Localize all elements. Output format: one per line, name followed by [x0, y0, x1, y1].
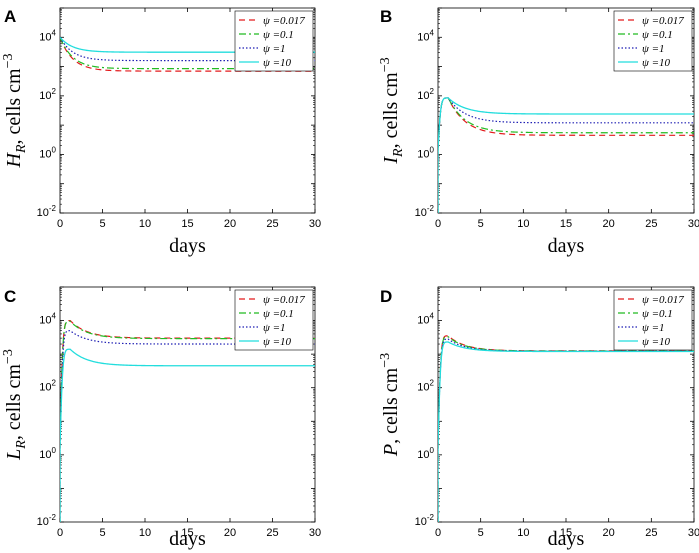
x-tick-label: 25: [645, 218, 657, 230]
series-line-1: [60, 320, 315, 522]
panel-letter: C: [4, 287, 16, 306]
series-line-2: [438, 97, 694, 213]
y-tick-label: 100: [39, 446, 56, 461]
x-axis-label: days: [548, 528, 585, 550]
series-line-0: [60, 37, 315, 72]
y-tick-label: 100: [417, 446, 434, 461]
legend-entry: ψ =0.017: [263, 294, 305, 306]
panel-letter: B: [380, 7, 392, 26]
x-tick-label: 10: [517, 527, 529, 539]
legend: ψ =0.017 ψ =0.1 ψ =1 ψ =10: [234, 289, 314, 351]
x-tick-label: 15: [560, 218, 572, 230]
series-line-0: [438, 97, 694, 213]
y-tick-label: 100: [417, 145, 434, 160]
x-tick-label: 30: [309, 527, 321, 539]
legend-box: [234, 10, 314, 72]
x-axis-label: days: [169, 235, 206, 257]
x-tick-label: 30: [688, 527, 699, 539]
legend-entry: ψ =0.017: [642, 15, 684, 27]
panel-b: B 0 5 10 15 20 25 30 10-2 100 102 104 ψ =0.017 ψ =0.1…: [378, 7, 699, 257]
panel-c: C 0 5 10 15 20 25 30 10-2 100 102 104 ψ =0.017 ψ =0.1…: [1, 286, 321, 550]
x-tick-label: 15: [181, 527, 193, 539]
x-tick-label: 10: [517, 218, 529, 230]
x-tick-label: 0: [435, 527, 441, 539]
y-tick-label: 102: [39, 379, 56, 394]
x-tick-label: 30: [309, 218, 321, 230]
legend-entry: ψ =1: [642, 322, 665, 334]
y-tick-label: 10-2: [37, 204, 57, 219]
x-tick-label: 5: [478, 218, 484, 230]
legend-entry: ψ =10: [263, 336, 292, 348]
legend-entry: ψ =10: [642, 336, 671, 348]
series-line-3: [60, 348, 315, 522]
x-tick-label: 30: [688, 218, 699, 230]
legend-box: [234, 289, 314, 351]
x-axis-label: days: [169, 528, 206, 550]
x-tick-label: 20: [224, 527, 236, 539]
y-axis-label: P, cells cm−3: [378, 353, 402, 457]
y-tick-label: 104: [39, 28, 56, 43]
x-tick-label: 25: [266, 218, 278, 230]
y-axis-label: IR, cells cm−3: [378, 57, 406, 164]
x-tick-label: 15: [560, 527, 572, 539]
legend-entry: ψ =0.1: [263, 29, 294, 41]
x-tick-label: 5: [99, 218, 105, 230]
legend-entry: ψ =0.1: [642, 308, 673, 320]
series-line-3: [438, 97, 694, 213]
x-tick-label: 0: [57, 218, 63, 230]
legend-entry: ψ =10: [642, 57, 671, 69]
y-tick-label: 102: [39, 87, 56, 102]
y-tick-label: 102: [417, 87, 434, 102]
legend: ψ =0.017 ψ =0.1 ψ =1 ψ =10: [613, 289, 693, 351]
x-tick-label: 10: [139, 218, 151, 230]
y-tick-label: 102: [417, 379, 434, 394]
panel-a: A 0 5 10 15 20 25 30 10-2 100 102 104 ψ =0.017 ψ =0.1…: [1, 7, 321, 257]
y-tick-label: 104: [39, 312, 56, 327]
legend-entry: ψ =1: [263, 322, 286, 334]
y-tick-label: 104: [417, 312, 434, 327]
x-axis-label: days: [548, 235, 585, 257]
y-tick-label: 10-2: [415, 513, 435, 528]
legend-box: [613, 289, 693, 351]
x-tick-label: 5: [99, 527, 105, 539]
x-tick-label: 20: [603, 527, 615, 539]
legend-entry: ψ =1: [642, 43, 665, 55]
series-line-2: [60, 330, 315, 522]
y-tick-label: 104: [417, 28, 434, 43]
x-tick-label: 10: [139, 527, 151, 539]
panel-letter: A: [4, 7, 16, 26]
y-axis-label: LR, cells cm−3: [1, 349, 29, 461]
legend: ψ =0.017 ψ =0.1 ψ =1 ψ =10: [613, 10, 693, 72]
legend-entry: ψ =0.1: [642, 29, 673, 41]
panel-d: D 0 5 10 15 20 25 30 10-2 100 102 104 ψ =0.017 ψ =0.1…: [378, 286, 699, 550]
x-tick-label: 5: [478, 527, 484, 539]
legend-entry: ψ =0.017: [642, 294, 684, 306]
legend-entry: ψ =1: [263, 43, 286, 55]
legend-entry: ψ =0.017: [263, 15, 305, 27]
y-axis-label: HR, cells cm−3: [1, 53, 29, 168]
y-tick-label: 10-2: [37, 513, 57, 528]
x-tick-label: 20: [603, 218, 615, 230]
series-line-3: [438, 341, 694, 522]
y-tick-label: 100: [39, 145, 56, 160]
legend-entry: ψ =0.1: [263, 308, 294, 320]
x-tick-label: 25: [266, 527, 278, 539]
x-tick-label: 15: [181, 218, 193, 230]
x-tick-label: 0: [57, 527, 63, 539]
legend-box: [613, 10, 693, 72]
x-tick-label: 0: [435, 218, 441, 230]
legend: ψ =0.017 ψ =0.1 ψ =1 ψ =10: [234, 10, 314, 72]
legend-entry: ψ =10: [263, 57, 292, 69]
x-tick-label: 25: [645, 527, 657, 539]
y-tick-label: 10-2: [415, 204, 435, 219]
x-tick-label: 20: [224, 218, 236, 230]
panel-letter: D: [380, 287, 392, 306]
series-line-1: [438, 97, 694, 213]
